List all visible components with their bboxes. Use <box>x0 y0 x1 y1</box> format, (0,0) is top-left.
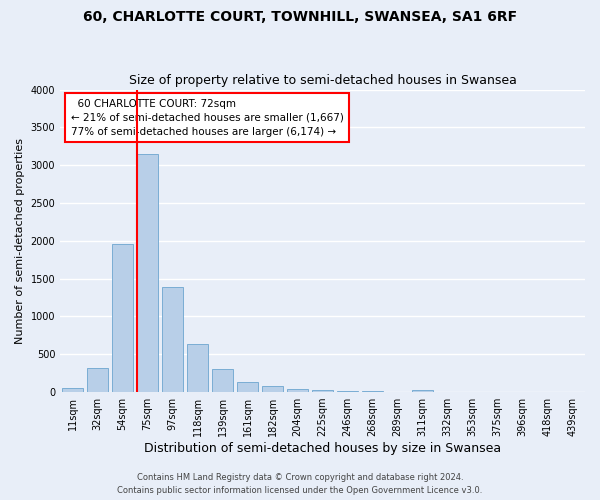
Bar <box>337 390 358 392</box>
Bar <box>162 287 183 392</box>
Bar <box>237 382 258 392</box>
Bar <box>412 390 433 392</box>
Bar <box>112 244 133 392</box>
Bar <box>62 388 83 392</box>
Bar <box>187 344 208 392</box>
Bar <box>262 386 283 392</box>
Title: Size of property relative to semi-detached houses in Swansea: Size of property relative to semi-detach… <box>128 74 517 87</box>
Text: 60, CHARLOTTE COURT, TOWNHILL, SWANSEA, SA1 6RF: 60, CHARLOTTE COURT, TOWNHILL, SWANSEA, … <box>83 10 517 24</box>
Bar <box>87 368 108 392</box>
Bar <box>312 390 333 392</box>
Bar <box>287 388 308 392</box>
X-axis label: Distribution of semi-detached houses by size in Swansea: Distribution of semi-detached houses by … <box>144 442 501 455</box>
Text: 60 CHARLOTTE COURT: 72sqm  
← 21% of semi-detached houses are smaller (1,667)
77: 60 CHARLOTTE COURT: 72sqm ← 21% of semi-… <box>71 98 344 136</box>
Bar <box>212 369 233 392</box>
Y-axis label: Number of semi-detached properties: Number of semi-detached properties <box>15 138 25 344</box>
Bar <box>137 154 158 392</box>
Text: Contains HM Land Registry data © Crown copyright and database right 2024.
Contai: Contains HM Land Registry data © Crown c… <box>118 474 482 495</box>
